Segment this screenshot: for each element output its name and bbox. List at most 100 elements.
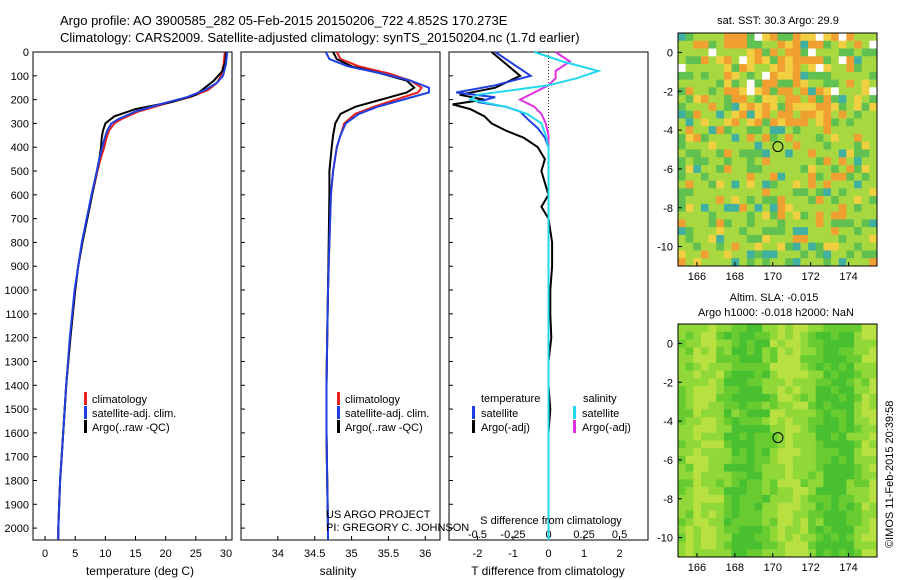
map-cell (861, 432, 870, 441)
map-cell (716, 487, 725, 496)
map-cell (861, 479, 870, 488)
map-cell (800, 479, 809, 488)
legend-salinity-heading: salinity (583, 393, 617, 405)
map-cell (838, 133, 847, 143)
map-cell (723, 203, 732, 212)
map-cell (731, 250, 740, 259)
map-cell (762, 126, 771, 135)
map-cell (685, 180, 694, 189)
map-cell (846, 87, 855, 96)
map-cell (777, 234, 786, 243)
map-y-tick-label: 0 (667, 47, 673, 59)
map-cell (769, 424, 778, 434)
map-cell (831, 40, 840, 49)
map-cell (808, 48, 817, 57)
map-cell (746, 203, 755, 212)
map-cell (708, 33, 717, 42)
sla-map-frame (677, 323, 878, 558)
depth-tick-label: 1000 (5, 285, 29, 297)
map-cell (785, 440, 794, 449)
map-cell (700, 533, 709, 542)
map-cell (700, 487, 709, 496)
map-cell (785, 40, 794, 49)
map-cell (693, 180, 702, 189)
map-cell (831, 479, 840, 488)
map-x-tick-label: 170 (764, 562, 782, 574)
map-cell (746, 456, 755, 465)
map-cell (731, 71, 740, 80)
map-cell (716, 219, 725, 228)
map-cell (831, 180, 840, 189)
map-cell (792, 157, 801, 166)
map-cell (716, 355, 725, 364)
map-cell (754, 339, 763, 348)
map-cell (869, 40, 878, 49)
map-cell (854, 71, 862, 80)
map-cell (693, 56, 702, 65)
map-cell (739, 79, 748, 88)
map-cell (861, 533, 870, 542)
map-cell (785, 196, 794, 205)
map-cell (754, 432, 763, 441)
map-cell (869, 227, 878, 236)
map-cell (693, 386, 702, 395)
map-cell (723, 339, 732, 348)
map-cell (792, 48, 801, 57)
legend-s-argo: Argo(-adj) (582, 422, 631, 434)
salinity-tick-label: 35 (345, 548, 357, 560)
map-cell (693, 118, 702, 127)
map-cell (861, 172, 870, 181)
map-cell (823, 157, 832, 166)
map-cell (716, 525, 725, 534)
map-cell (838, 417, 847, 426)
map-cell (815, 71, 824, 80)
map-cell (685, 525, 694, 534)
map-cell (731, 440, 740, 449)
temperature-x-ticks: 0 5 10 15 20 25 30 (42, 536, 232, 560)
map-cell (846, 211, 855, 220)
map-cell (769, 188, 778, 197)
map-cell (823, 180, 832, 189)
map-cell (846, 188, 855, 197)
map-cell (785, 525, 794, 534)
map-cell (700, 409, 709, 418)
map-cell (846, 463, 855, 472)
map-cell (762, 227, 771, 236)
map-cell (792, 64, 801, 73)
map-cell (685, 126, 694, 135)
map-cell (723, 87, 732, 96)
map-cell (815, 541, 824, 550)
map-cell (739, 448, 748, 457)
map-cell (739, 87, 748, 96)
map-cell (823, 409, 832, 418)
map-cell (869, 172, 878, 181)
map-cell (693, 448, 702, 457)
map-cell (708, 157, 717, 166)
map-cell (785, 378, 794, 387)
map-cell (693, 479, 702, 488)
map-cell (716, 463, 725, 472)
map-cell (785, 424, 794, 434)
map-cell (746, 494, 755, 503)
map-cell (846, 126, 855, 135)
map-cell (723, 118, 732, 127)
map-cell (792, 172, 801, 181)
map-cell (815, 386, 824, 395)
map-cell (869, 71, 878, 80)
map-cell (693, 64, 702, 73)
map-cell (746, 165, 755, 174)
map-cell (838, 386, 847, 395)
map-cell (854, 541, 862, 550)
map-cell (685, 549, 694, 558)
map-cell (716, 471, 725, 480)
map-cell (854, 56, 862, 65)
map-cell (746, 242, 755, 251)
map-cell (777, 149, 786, 158)
map-cell (731, 424, 740, 434)
legend-satellite: satellite-adj. clim. (345, 408, 429, 420)
map-cell (869, 95, 878, 104)
map-cell (708, 227, 717, 236)
map-cell (700, 242, 709, 251)
map-cell (854, 172, 862, 181)
map-cell (808, 417, 817, 426)
